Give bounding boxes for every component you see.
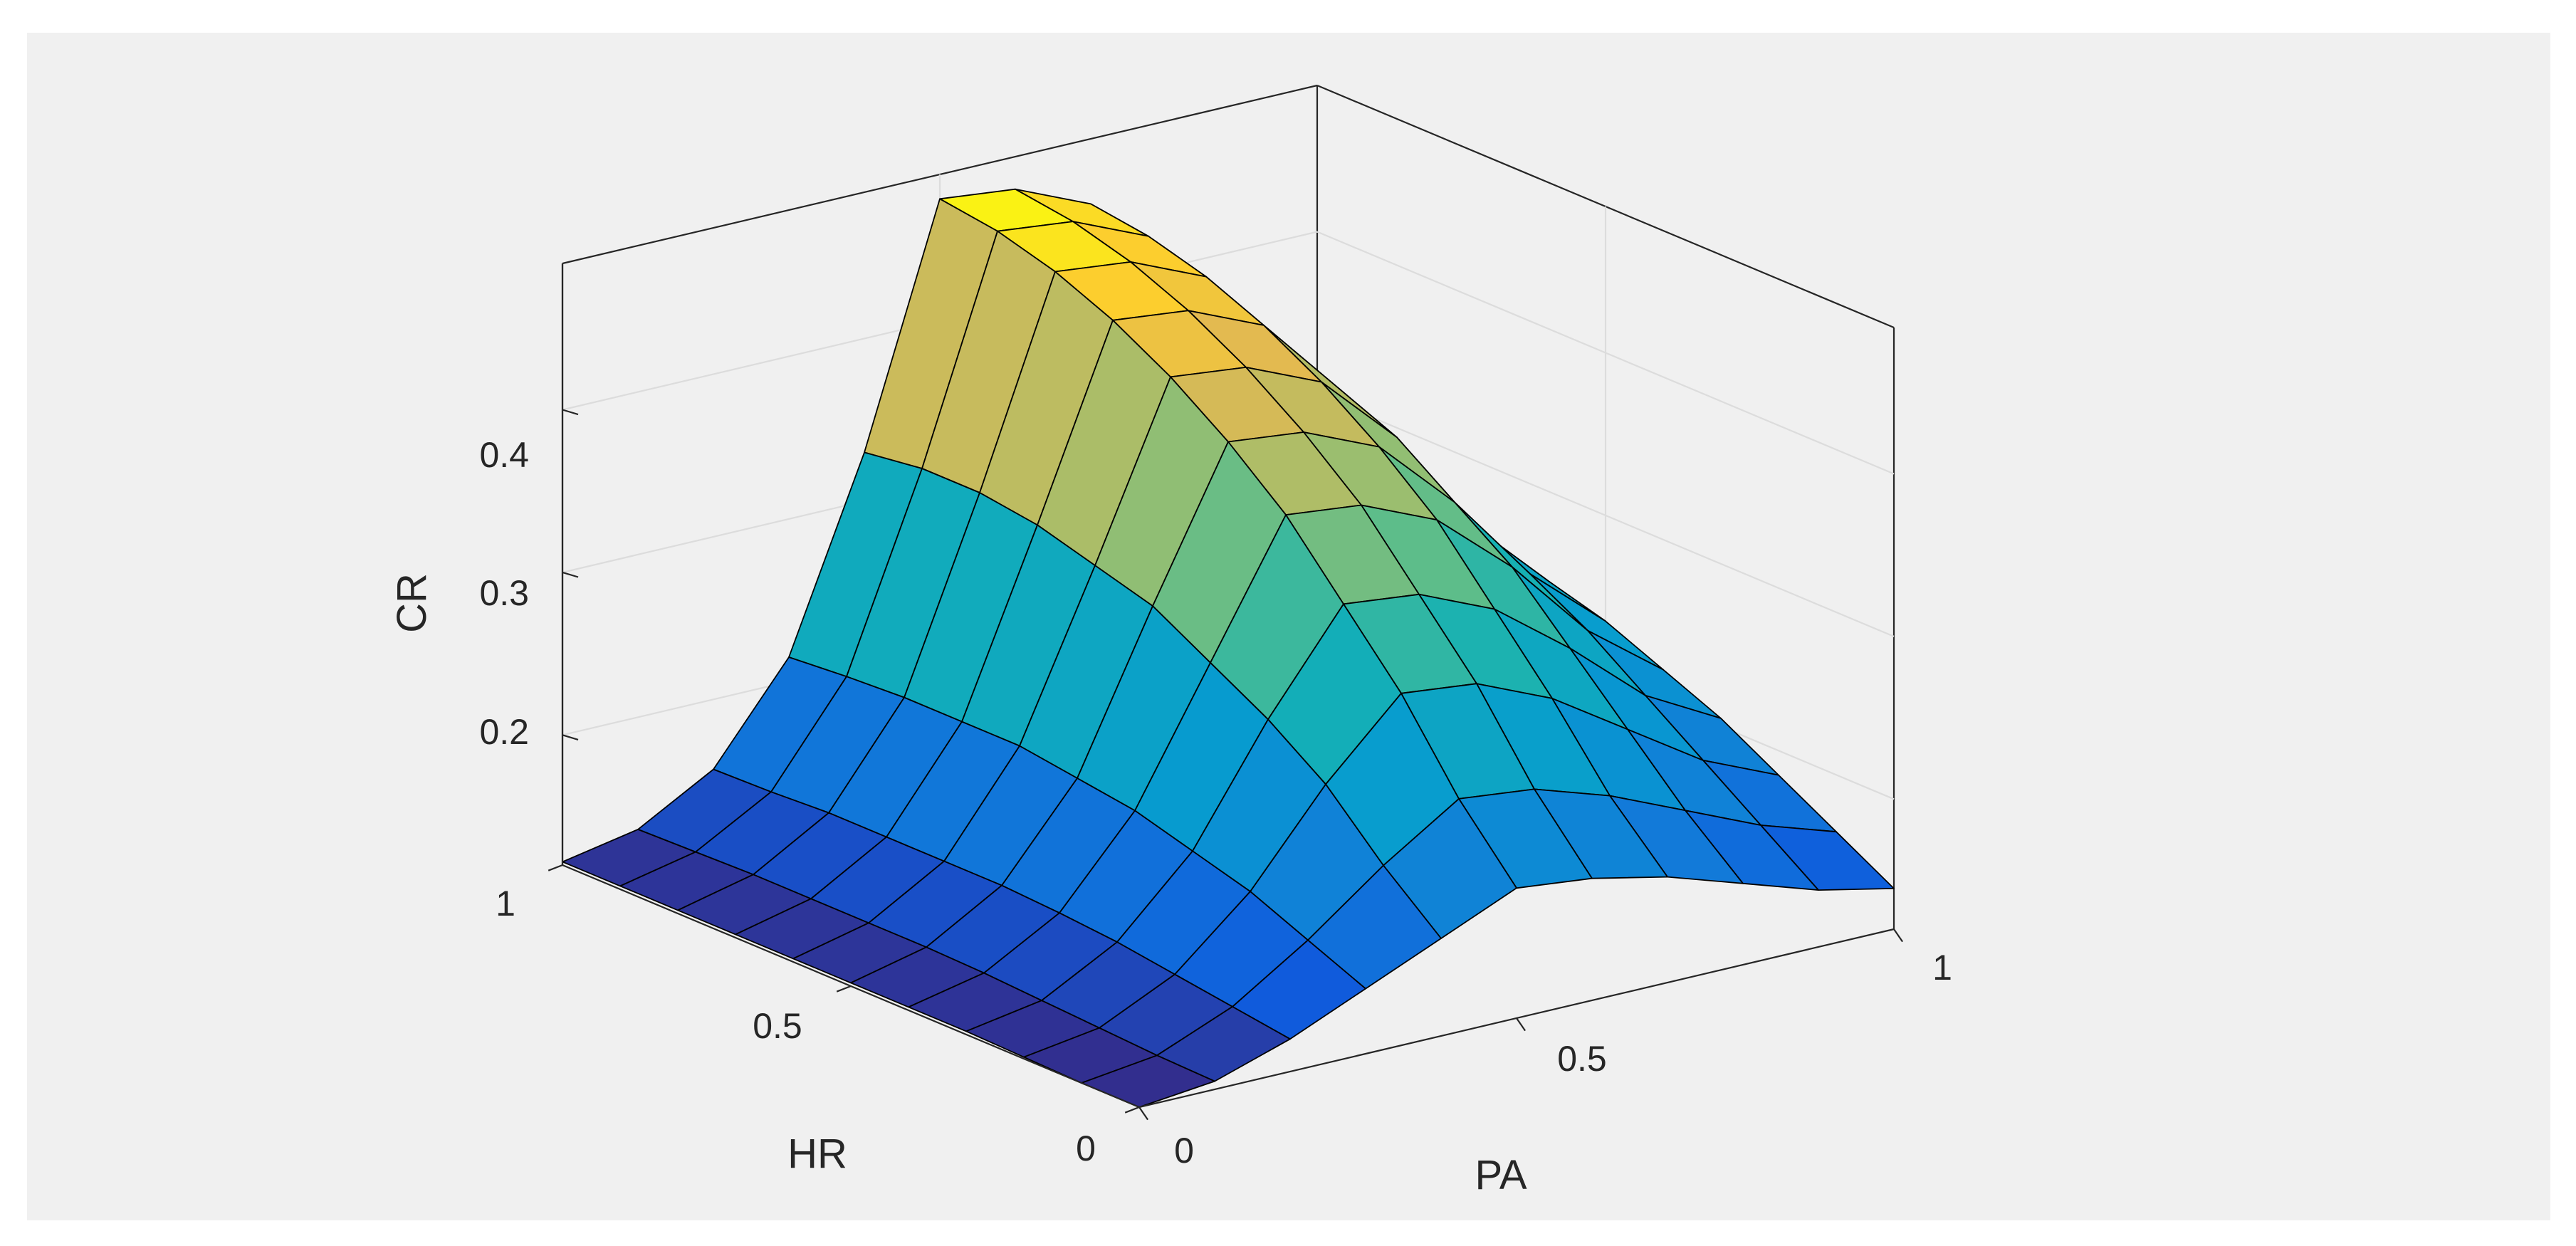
x-tick-mark (1138, 1106, 1149, 1121)
x-tick-labels: 0 0.5 1 (1174, 948, 1952, 1171)
x-axis-label: PA (1475, 1152, 1527, 1198)
z-tick-labels: 0.2 0.3 0.4 (479, 435, 529, 752)
x-tick-label: 0.5 (1557, 1039, 1607, 1079)
y-tick-mark (548, 864, 563, 871)
surface-mesh (562, 188, 1895, 1108)
z-tick-label: 0.4 (479, 435, 529, 475)
y-axis-label: HR (787, 1131, 847, 1177)
x-tick-mark (1516, 1017, 1527, 1032)
z-tick-mark (562, 409, 579, 416)
y-tick-label: 0.5 (753, 1006, 802, 1046)
z-tick-label: 0.3 (479, 573, 529, 613)
x-tick-label: 0 (1174, 1131, 1194, 1171)
y-tick-labels: 0 0.5 1 (496, 884, 1096, 1168)
x-tick-label: 1 (1932, 948, 1952, 988)
y-tick-label: 0 (1076, 1129, 1096, 1168)
z-tick-mark (562, 734, 579, 740)
z-tick-label: 0.2 (479, 712, 529, 752)
y-tick-mark (836, 985, 852, 993)
tick-marks (548, 409, 1904, 1121)
y-tick-label: 1 (496, 884, 515, 923)
z-axis-label: CR (389, 573, 435, 633)
z-tick-mark (562, 571, 579, 578)
x-tick-mark (1893, 928, 1904, 943)
y-tick-mark (1124, 1106, 1140, 1114)
